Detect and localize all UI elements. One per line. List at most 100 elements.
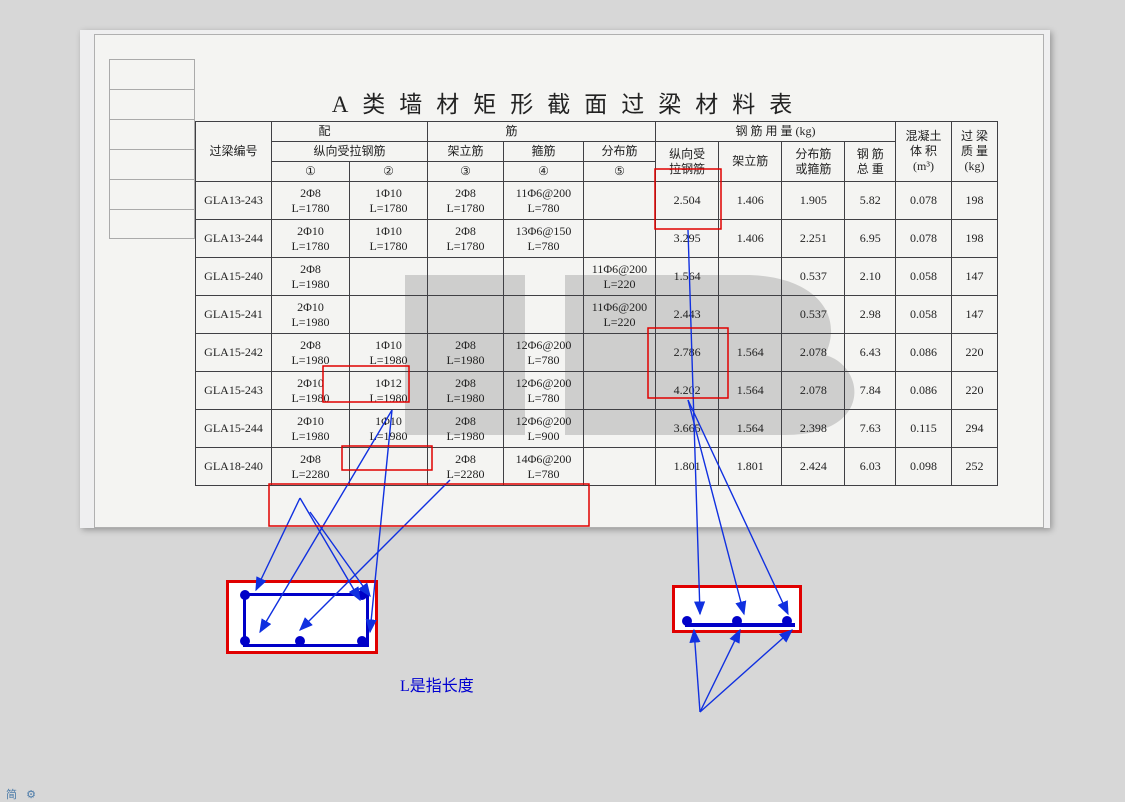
table-row: GLA15-2422Φ8 L=19801Φ10 L=19802Φ8 L=1980… [196,334,998,372]
cell-m: 147 [952,258,998,296]
cell-id: GLA13-244 [196,220,272,258]
cell-u1: 2.504 [656,182,719,220]
ime-indicator[interactable]: 简 [6,789,17,801]
cell-c2: 1Φ10 L=1780 [350,220,428,258]
cell-u3: 2.424 [782,448,845,486]
rebar-dot [295,636,305,646]
cell-c3: 2Φ8 L=1980 [428,334,504,372]
cell-u2: 1.406 [719,220,782,258]
cell-c1: 2Φ10 L=1780 [272,220,350,258]
cell-c4: 13Φ6@150 L=780 [504,220,584,258]
cell-u2: 1.564 [719,334,782,372]
cell-m: 198 [952,220,998,258]
cell-c5 [584,448,656,486]
cell-v: 0.058 [896,258,952,296]
cell-u3: 2.251 [782,220,845,258]
diagram-left-frame [226,580,378,654]
cell-v: 0.086 [896,372,952,410]
cell-id: GLA15-242 [196,334,272,372]
cell-u4: 6.43 [845,334,896,372]
table-row: GLA13-2432Φ8 L=17801Φ10 L=17802Φ8 L=1780… [196,182,998,220]
material-table: 过梁编号 配 筋 钢 筋 用 量 (kg) 混凝土 体 积 (m³) 过 梁 质… [195,121,998,486]
cell-c3: 2Φ8 L=1780 [428,182,504,220]
cell-u3: 2.078 [782,372,845,410]
cell-v: 0.086 [896,334,952,372]
cell-c3: 2Φ8 L=1780 [428,220,504,258]
table-row: GLA13-2442Φ10 L=17801Φ10 L=17802Φ8 L=178… [196,220,998,258]
cell-u2 [719,258,782,296]
th-concrete: 混凝土 体 积 (m³) [896,122,952,182]
cell-id: GLA18-240 [196,448,272,486]
cell-c2 [350,258,428,296]
cell-u1: 2.443 [656,296,719,334]
cell-u2: 1.564 [719,410,782,448]
cell-c1: 2Φ8 L=1780 [272,182,350,220]
th-u-long: 纵向受 拉钢筋 [656,142,719,182]
document-page: A类墙材矩形截面过梁材料表 过梁编号 配 筋 钢 筋 用 量 (kg) 混凝土 … [80,30,1050,528]
cell-c4: 14Φ6@200 L=780 [504,448,584,486]
cell-c5 [584,220,656,258]
cell-v: 0.115 [896,410,952,448]
cell-m: 147 [952,296,998,334]
cell-u1: 1.564 [656,258,719,296]
cell-id: GLA15-241 [196,296,272,334]
cell-c1: 2Φ8 L=2280 [272,448,350,486]
cell-c4: 12Φ6@200 L=780 [504,334,584,372]
table-row: GLA15-2402Φ8 L=198011Φ6@200 L=2201.5640.… [196,258,998,296]
cell-c3 [428,296,504,334]
cell-u3: 2.398 [782,410,845,448]
cell-c2: 1Φ10 L=1980 [350,410,428,448]
th-mass: 过 梁 质 量 (kg) [952,122,998,182]
rebar-dot [240,636,250,646]
gear-icon[interactable]: ⚙ [26,789,36,801]
cell-u1: 1.801 [656,448,719,486]
th-sub2: ② [350,162,428,182]
table-row: GLA18-2402Φ8 L=22802Φ8 L=228014Φ6@200 L=… [196,448,998,486]
cell-u2 [719,296,782,334]
th-u-distrib: 分布筋 或箍筋 [782,142,845,182]
rebar-dot [732,616,742,626]
cell-u2: 1.406 [719,182,782,220]
cell-c5 [584,410,656,448]
cell-m: 294 [952,410,998,448]
rebar-dot [240,590,250,600]
cell-m: 220 [952,372,998,410]
cell-u2: 1.801 [719,448,782,486]
cell-c5 [584,334,656,372]
cell-c3: 2Φ8 L=1980 [428,372,504,410]
th-jin: 筋 [428,122,656,142]
th-sub1: ① [272,162,350,182]
cell-c2: 1Φ10 L=1980 [350,334,428,372]
cell-m: 252 [952,448,998,486]
cell-id: GLA15-240 [196,258,272,296]
cell-u1: 4.202 [656,372,719,410]
th-u-erect: 架立筋 [719,142,782,182]
diagram-left-rect [243,593,369,647]
th-longitudinal: 纵向受拉钢筋 [272,142,428,162]
cell-c2 [350,448,428,486]
diagram-right-frame [672,585,802,633]
th-usage: 钢 筋 用 量 (kg) [656,122,896,142]
rebar-dot [357,636,367,646]
cell-u2: 1.564 [719,372,782,410]
cell-u3: 0.537 [782,296,845,334]
rebar-dot [782,616,792,626]
rebar-dot [682,616,692,626]
cell-c3 [428,258,504,296]
table-body: GLA13-2432Φ8 L=17801Φ10 L=17802Φ8 L=1780… [196,182,998,486]
cell-c4: 12Φ6@200 L=780 [504,372,584,410]
th-stirrup: 箍筋 [504,142,584,162]
cell-c2 [350,296,428,334]
page-title: A类墙材矩形截面过梁材料表 [95,85,1043,119]
cell-u1: 3.665 [656,410,719,448]
cell-c4 [504,296,584,334]
table-row: GLA15-2442Φ10 L=19801Φ10 L=19802Φ8 L=198… [196,410,998,448]
th-erect: 架立筋 [428,142,504,162]
cell-c5 [584,372,656,410]
cell-c4: 12Φ6@200 L=900 [504,410,584,448]
cell-u3: 0.537 [782,258,845,296]
cell-m: 220 [952,334,998,372]
cell-c4: 11Φ6@200 L=780 [504,182,584,220]
cell-c1: 2Φ8 L=1980 [272,334,350,372]
cell-id: GLA13-243 [196,182,272,220]
